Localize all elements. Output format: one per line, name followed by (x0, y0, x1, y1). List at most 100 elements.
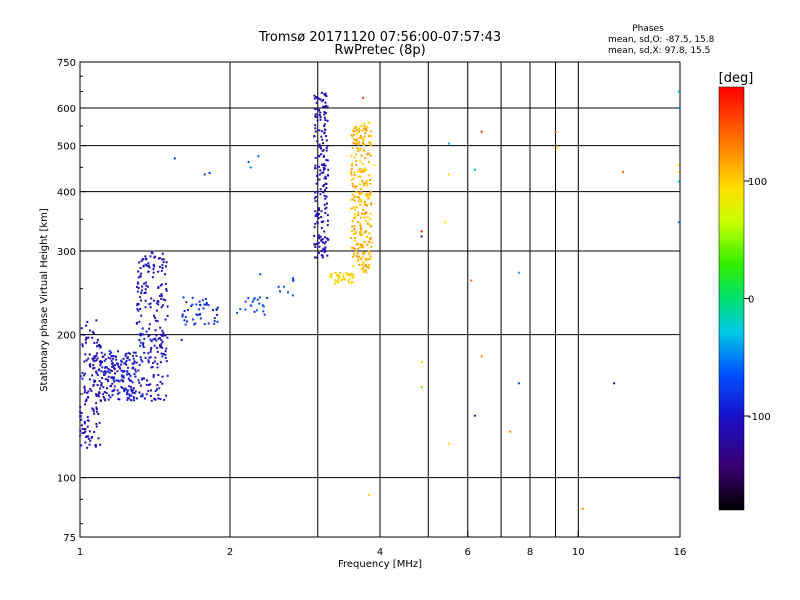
data-point (149, 302, 152, 305)
data-point (323, 203, 326, 206)
data-point (156, 320, 159, 323)
data-point (354, 230, 357, 233)
data-point (351, 220, 354, 223)
data-point (193, 323, 196, 326)
data-point (351, 275, 354, 278)
data-point (369, 203, 372, 206)
data-point (258, 296, 261, 299)
data-point (363, 167, 366, 170)
data-point (84, 403, 87, 406)
data-point (161, 267, 164, 270)
data-point (96, 357, 99, 360)
data-point (148, 303, 151, 306)
data-point (362, 143, 365, 146)
data-point (368, 141, 371, 144)
data-point (316, 174, 319, 177)
data-point (447, 442, 450, 445)
data-point (362, 96, 365, 99)
data-point (98, 343, 101, 346)
data-point (107, 375, 110, 378)
data-point (211, 309, 214, 312)
data-point (318, 173, 321, 176)
data-point (354, 239, 357, 242)
data-point (160, 283, 163, 286)
data-point (323, 131, 326, 134)
data-point (117, 350, 120, 353)
data-point (166, 374, 169, 377)
data-point (137, 369, 140, 372)
data-point (137, 379, 140, 382)
data-point (203, 323, 206, 326)
data-point (343, 277, 346, 280)
data-point (321, 238, 324, 241)
data-point (367, 493, 370, 496)
data-point (355, 206, 358, 209)
data-point (104, 371, 107, 374)
data-point (364, 132, 367, 135)
data-point (128, 393, 131, 396)
data-point (359, 226, 362, 229)
data-point (323, 111, 326, 114)
data-point (319, 98, 322, 101)
data-point (156, 362, 159, 365)
data-point (83, 360, 86, 363)
data-point (316, 221, 319, 224)
data-point (81, 377, 84, 380)
data-point (352, 264, 355, 267)
data-point (157, 374, 160, 377)
data-point (357, 142, 360, 145)
data-point (154, 398, 157, 401)
data-point (110, 355, 113, 358)
data-point (129, 374, 132, 377)
data-point (350, 198, 353, 201)
data-point (131, 354, 134, 357)
data-point (355, 128, 358, 131)
data-point (92, 408, 95, 411)
data-point (83, 422, 86, 425)
data-point (122, 388, 125, 391)
data-point (359, 199, 362, 202)
data-point (137, 281, 140, 284)
data-point (85, 436, 88, 439)
data-point (147, 335, 150, 338)
data-point (93, 430, 96, 433)
data-point (162, 304, 165, 307)
data-point (316, 119, 319, 122)
data-point (116, 389, 119, 392)
data-point (480, 130, 483, 133)
data-point (368, 252, 371, 255)
data-point (263, 313, 266, 316)
data-point (107, 367, 110, 370)
data-point (216, 306, 219, 309)
data-point (313, 135, 316, 138)
data-point (92, 364, 95, 367)
data-point (150, 346, 153, 349)
data-point (103, 398, 106, 401)
x-tick-label: 10 (572, 547, 585, 558)
data-point (367, 222, 370, 225)
data-point (359, 225, 362, 228)
data-point (139, 344, 142, 347)
data-point (356, 252, 359, 255)
data-point (368, 238, 371, 241)
data-point (354, 231, 357, 234)
data-point (136, 308, 139, 311)
x-axis-label: Frequency [MHz] (338, 559, 422, 570)
data-point (353, 173, 356, 176)
y-tick-label: 500 (57, 142, 76, 153)
data-point (420, 361, 423, 364)
data-point (363, 122, 366, 125)
data-point (365, 265, 368, 268)
data-point (352, 129, 355, 132)
data-point (203, 173, 206, 176)
data-point (111, 382, 114, 385)
data-point (358, 197, 361, 200)
data-point (350, 167, 353, 170)
data-point (327, 238, 330, 241)
data-point (356, 195, 359, 198)
data-point (157, 394, 160, 397)
data-point (126, 391, 129, 394)
data-point (213, 322, 216, 325)
data-point (321, 254, 324, 257)
phase-info-o: mean, sd,O: -87.5, 15.8 (608, 35, 715, 45)
